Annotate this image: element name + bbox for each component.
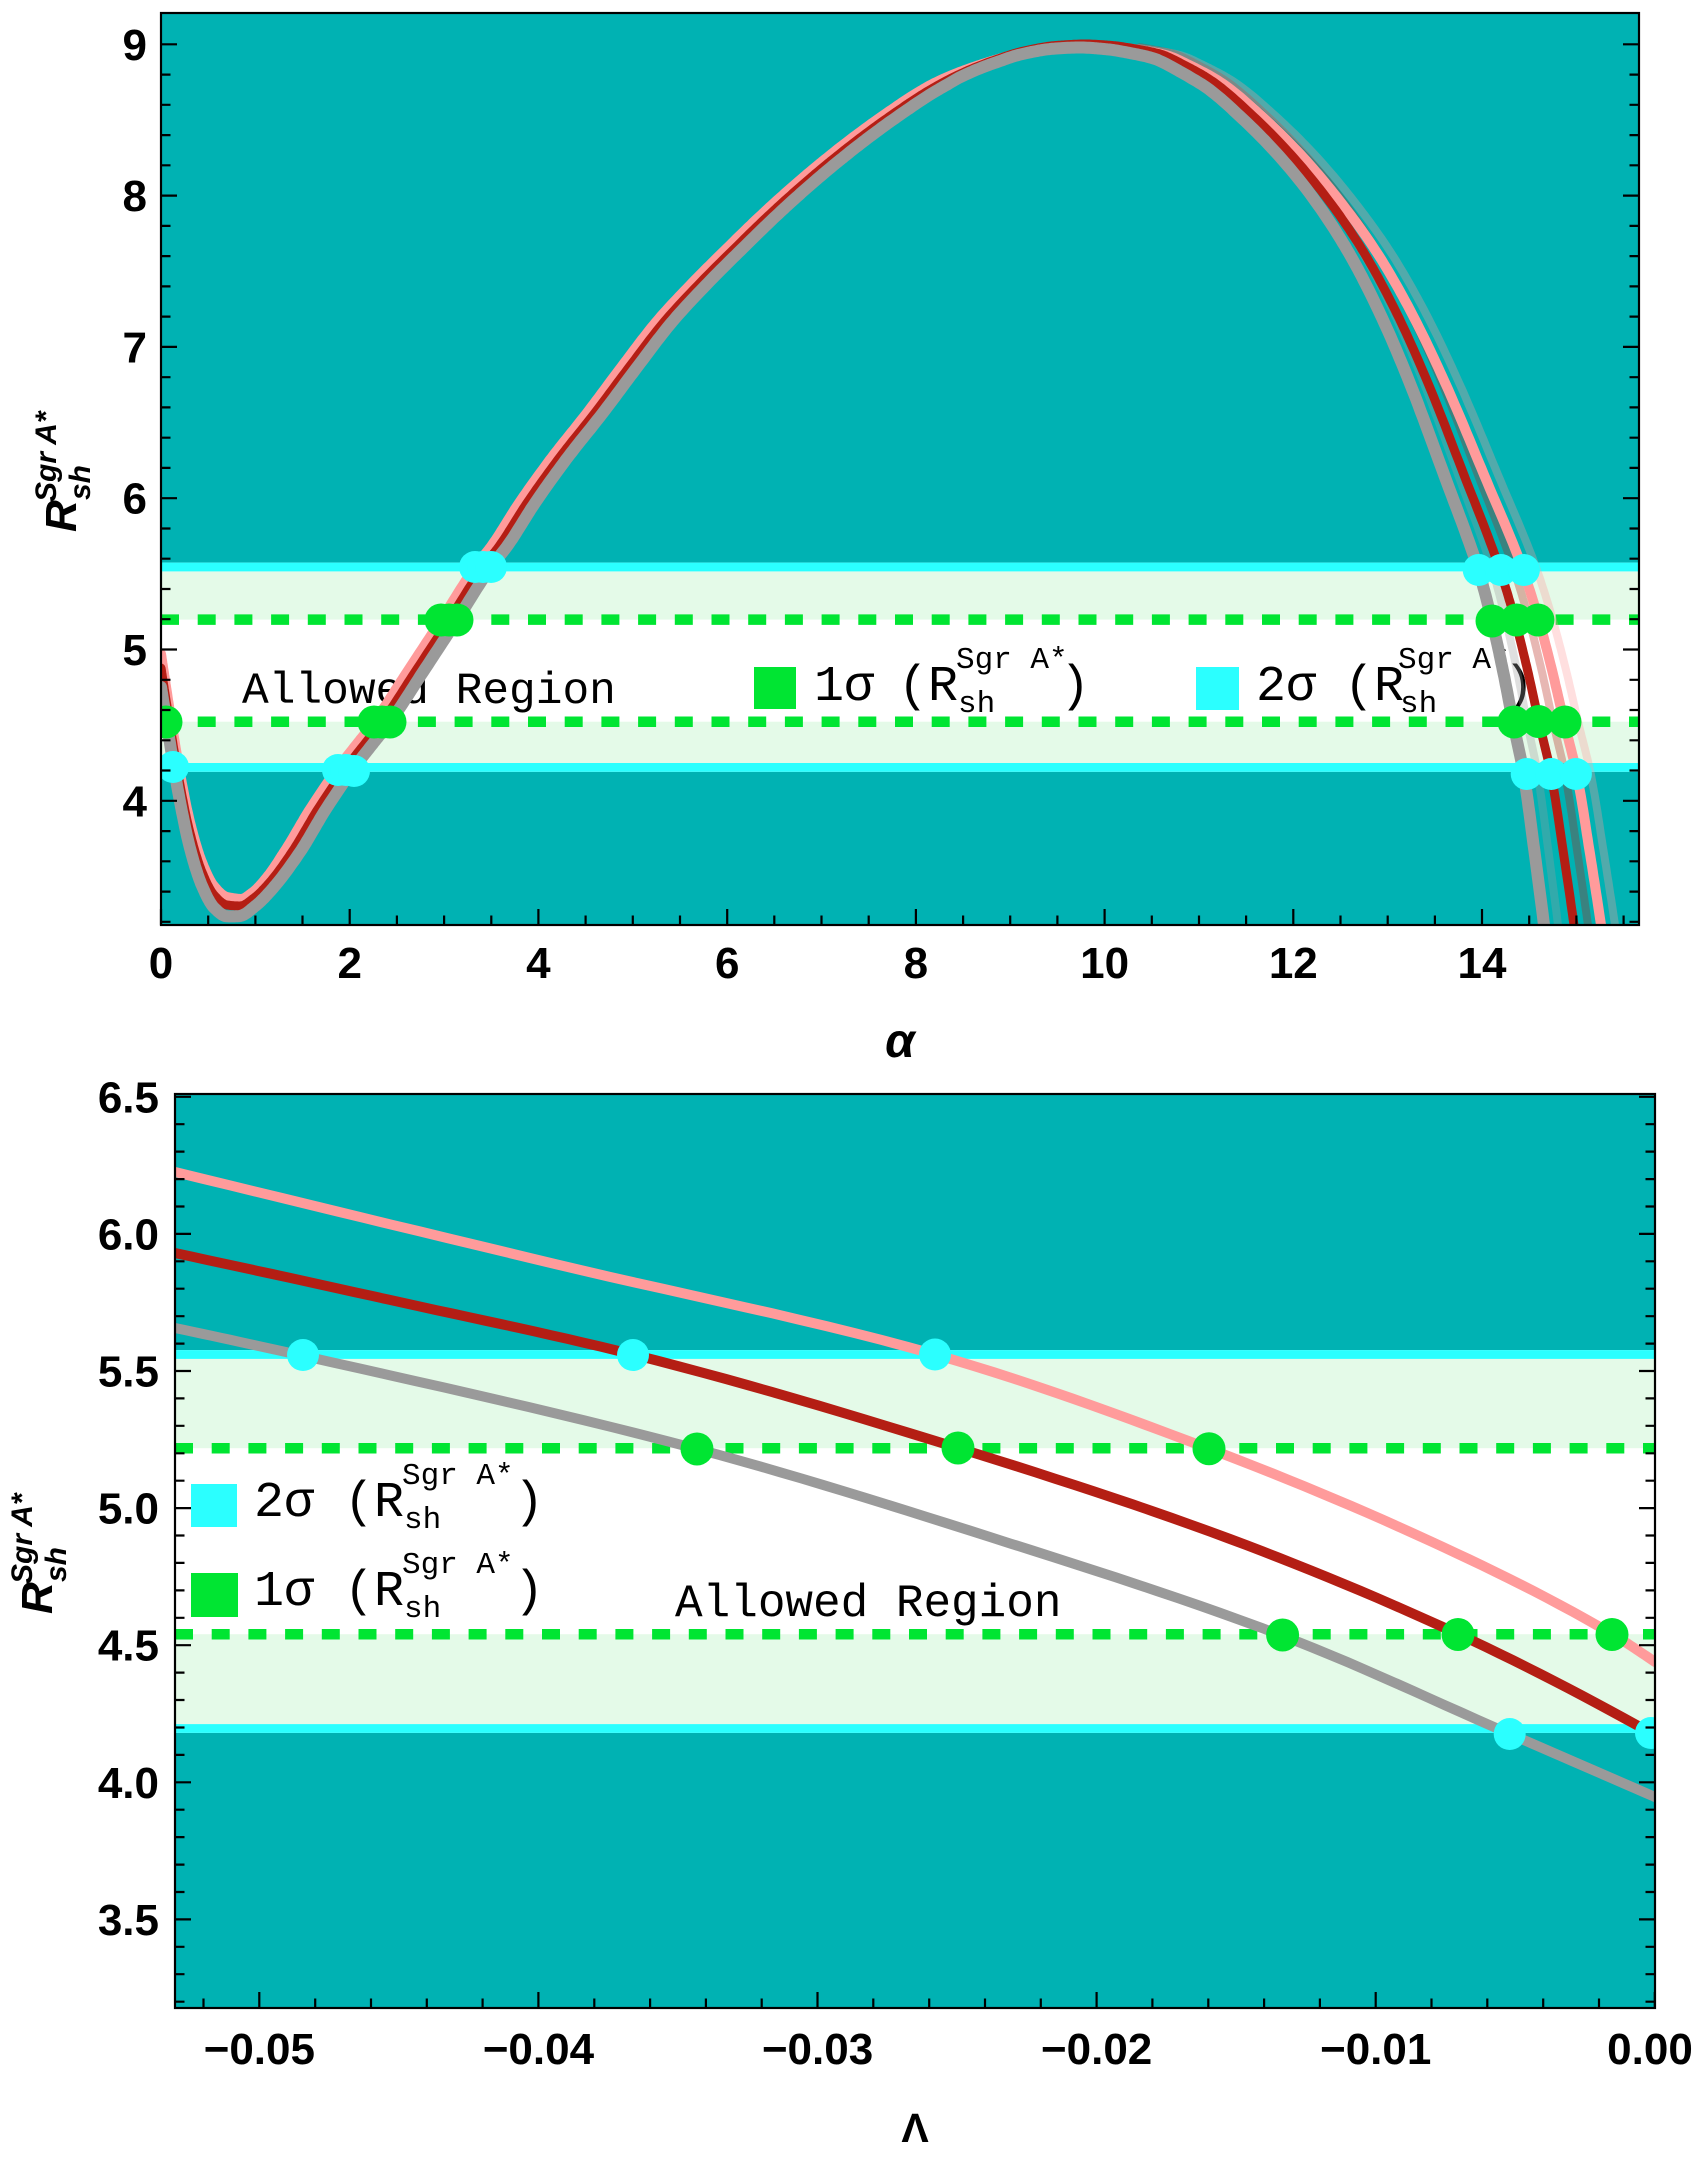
svg-text:8: 8 [123,172,147,221]
svg-text:5.5: 5.5 [98,1348,159,1397]
svg-text:): ) [514,1564,544,1621]
svg-text:): ) [514,1475,544,1532]
svg-text:3.5: 3.5 [98,1896,159,1945]
svg-text:−0.05: −0.05 [204,2025,315,2074]
svg-text:−0.04: −0.04 [483,2025,595,2074]
svg-text:−0.03: −0.03 [762,2025,873,2074]
svg-text:14: 14 [1458,939,1507,988]
svg-text:6.5: 6.5 [98,1073,159,1122]
svg-text:9: 9 [123,21,147,70]
svg-text:4.0: 4.0 [98,1759,159,1808]
svg-text:4: 4 [526,939,551,988]
svg-text:−0.02: −0.02 [1041,2025,1152,2074]
svg-text:α: α [885,1015,917,1068]
svg-text:Sgr A*: Sgr A* [1398,643,1510,678]
svg-text:Sgr A*: Sgr A* [6,1492,39,1584]
svg-text:5: 5 [123,626,147,675]
svg-text:R: R [13,1582,62,1614]
svg-text:Sgr A*: Sgr A* [30,410,63,502]
svg-text:(R: (R [898,659,958,716]
svg-text:2σ: 2σ [254,1475,314,1532]
svg-text:sh: sh [1400,687,1437,722]
svg-text:−0.01: −0.01 [1320,2025,1431,2074]
svg-text:(R: (R [344,1475,404,1532]
svg-text:sh: sh [404,1592,441,1627]
svg-text:Λ: Λ [901,2105,929,2151]
svg-text:(R: (R [1344,659,1404,716]
svg-text:7: 7 [123,323,147,372]
svg-text:(R: (R [344,1564,404,1621]
svg-text:R: R [37,500,86,532]
svg-text:1σ: 1σ [814,659,874,716]
svg-text:4.5: 4.5 [98,1622,159,1671]
svg-text:5.0: 5.0 [98,1485,159,1534]
svg-text:Sgr A*: Sgr A* [402,1548,514,1583]
svg-text:Sgr A*: Sgr A* [402,1459,514,1494]
svg-text:sh: sh [404,1503,441,1538]
svg-text:6: 6 [123,475,147,524]
svg-text:0.00: 0.00 [1607,2025,1693,2074]
svg-text:sh: sh [958,687,995,722]
svg-text:2: 2 [337,939,361,988]
svg-text:10: 10 [1080,939,1129,988]
svg-text:6: 6 [715,939,739,988]
svg-text:6.0: 6.0 [98,1210,159,1259]
svg-text:Allowed Region: Allowed Region [242,667,616,717]
svg-text:1σ: 1σ [254,1564,314,1621]
svg-text:Sgr A*: Sgr A* [956,643,1068,678]
svg-text:sh: sh [40,1547,73,1582]
svg-text:8: 8 [904,939,928,988]
svg-text:Allowed Region: Allowed Region [675,1578,1061,1630]
svg-text:0: 0 [149,939,173,988]
svg-text:): ) [1060,659,1090,716]
svg-text:4: 4 [123,777,148,826]
svg-text:2σ: 2σ [1256,659,1316,716]
svg-text:12: 12 [1269,939,1318,988]
svg-text:sh: sh [64,465,97,500]
